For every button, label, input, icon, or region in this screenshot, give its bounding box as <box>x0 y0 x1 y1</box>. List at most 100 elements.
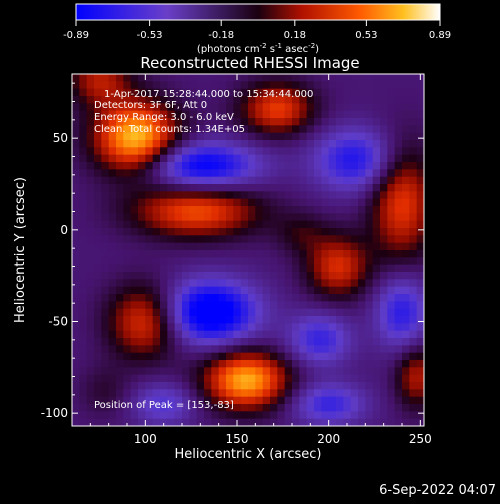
heatmap-cell <box>204 132 212 141</box>
heatmap-cell <box>116 374 124 383</box>
heatmap-cell <box>262 198 271 207</box>
heatmap-cell <box>123 382 132 390</box>
heatmap-cell <box>248 330 256 339</box>
heatmap-cell <box>270 272 278 280</box>
heatmap-cell <box>116 345 124 354</box>
heatmap-cell <box>240 301 249 310</box>
heatmap-cell <box>204 74 212 82</box>
heatmap-cell <box>358 345 366 354</box>
heatmap-cell <box>358 396 366 405</box>
heatmap-cell <box>152 147 161 156</box>
heatmap-cell <box>299 228 308 236</box>
heatmap-cell <box>262 367 271 376</box>
heatmap-cell <box>116 338 124 346</box>
heatmap-cell <box>262 184 271 192</box>
heatmap-cell <box>358 169 366 178</box>
heatmap-cell <box>409 176 418 185</box>
heatmap-cell <box>152 316 161 324</box>
heatmap-cell <box>380 110 388 119</box>
heatmap-cell <box>233 198 242 207</box>
heatmap-cell <box>130 250 139 258</box>
heatmap-cell <box>380 74 388 82</box>
heatmap-cell <box>248 264 256 273</box>
heatmap-cell <box>101 169 110 178</box>
heatmap-cell <box>116 404 124 412</box>
annotation-energy-range: Energy Range: 3.0 - 6.0 keV <box>94 112 234 123</box>
heatmap-cell <box>306 418 315 426</box>
heatmap-cell <box>277 132 286 141</box>
heatmap-cell <box>226 213 234 222</box>
heatmap-cell <box>174 418 183 426</box>
heatmap-cell <box>402 286 410 295</box>
heatmap-cell <box>94 286 102 295</box>
heatmap-cell <box>387 96 396 104</box>
heatmap-cell <box>409 96 418 104</box>
heatmap-cell <box>174 132 183 141</box>
heatmap-cell <box>321 250 330 258</box>
heatmap-cell <box>402 191 410 200</box>
heatmap-cell <box>116 140 124 148</box>
heatmap-cell <box>174 330 183 339</box>
heatmap-cell <box>233 206 242 214</box>
heatmap-cell <box>145 103 154 112</box>
heatmap-cell <box>299 294 308 302</box>
heatmap-cell <box>321 411 330 420</box>
heatmap-cell <box>211 81 220 90</box>
heatmap-cell <box>138 242 146 251</box>
heatmap-cell <box>299 140 308 148</box>
heatmap-cell <box>372 360 381 368</box>
heatmap-cell <box>372 125 381 134</box>
heatmap-cell <box>372 213 381 222</box>
heatmap-cell <box>182 74 190 82</box>
y-tick-label: -50 <box>48 315 68 329</box>
heatmap-cell <box>416 176 424 185</box>
heatmap-cell <box>314 96 322 104</box>
heatmap-cell <box>343 382 352 390</box>
heatmap-cell <box>86 272 95 280</box>
heatmap-cell <box>409 110 418 119</box>
heatmap-cell <box>314 396 322 405</box>
heatmap-cell <box>372 250 381 258</box>
heatmap-cell <box>394 235 403 244</box>
heatmap-cell <box>189 294 198 302</box>
heatmap-cell <box>160 235 168 244</box>
heatmap-cell <box>416 330 424 339</box>
heatmap <box>72 74 424 426</box>
heatmap-cell <box>211 154 220 163</box>
heatmap-cell <box>189 279 198 288</box>
heatmap-cell <box>380 154 388 163</box>
heatmap-cell <box>270 264 278 273</box>
heatmap-cell <box>402 279 410 288</box>
heatmap-cell <box>130 103 139 112</box>
heatmap-cell <box>284 147 293 156</box>
heatmap-cell <box>233 176 242 185</box>
heatmap-cell <box>255 286 264 295</box>
heatmap-cell <box>292 213 300 222</box>
heatmap-cell <box>189 228 198 236</box>
heatmap-cell <box>86 360 95 368</box>
heatmap-cell <box>79 110 88 119</box>
heatmap-cell <box>299 301 308 310</box>
heatmap-cell <box>218 96 227 104</box>
heatmap-cell <box>358 257 366 266</box>
heatmap-cell <box>277 154 286 163</box>
heatmap-cell <box>321 162 330 170</box>
heatmap-cell <box>365 308 374 317</box>
heatmap-cell <box>394 162 403 170</box>
heatmap-cell <box>145 74 154 82</box>
heatmap-cell <box>350 316 359 324</box>
heatmap-cell <box>358 154 366 163</box>
heatmap-cell <box>409 418 418 426</box>
heatmap-cell <box>262 81 271 90</box>
heatmap-cell <box>321 125 330 134</box>
heatmap-cell <box>277 345 286 354</box>
heatmap-cell <box>248 206 256 214</box>
heatmap-cell <box>336 396 344 405</box>
heatmap-cell <box>262 228 271 236</box>
heatmap-cell <box>380 411 388 420</box>
heatmap-cell <box>248 250 256 258</box>
heatmap-cell <box>174 228 183 236</box>
heatmap-cell <box>226 374 234 383</box>
heatmap-cell <box>328 308 337 317</box>
